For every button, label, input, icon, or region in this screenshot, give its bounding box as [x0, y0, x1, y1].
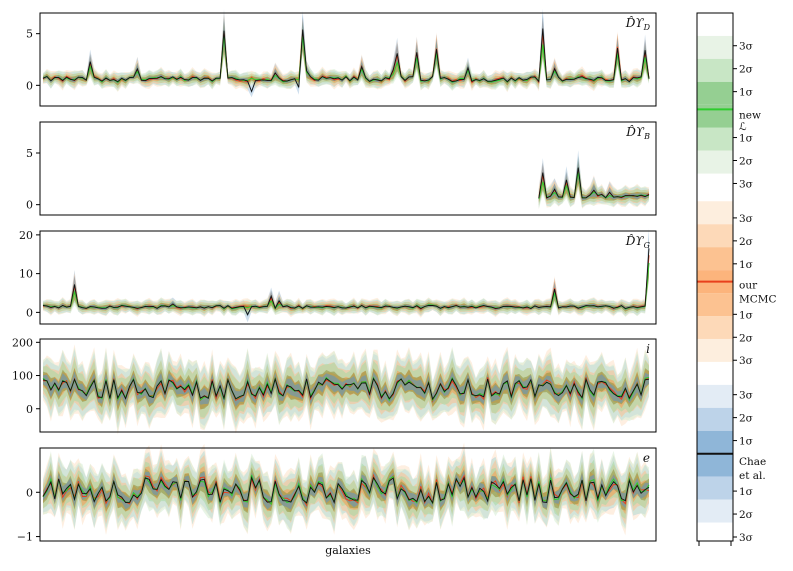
colorbar-segment: [697, 384, 733, 408]
colorbar-label: 2σ: [739, 509, 753, 521]
y-tick-label: 20: [19, 229, 33, 242]
x-axis-label: galaxies: [325, 544, 371, 557]
colorbar-label: new: [739, 110, 761, 122]
panel-label: e: [643, 451, 650, 465]
colorbar-label: 1σ: [739, 436, 753, 448]
colorbar-label: Chae: [739, 456, 766, 468]
new-1sigma-band: [538, 161, 649, 203]
panel-frame: [39, 12, 657, 107]
colorbar: 3σ2σ1σnewℒ1σ2σ3σ3σ2σ1σourMCMC1σ2σ3σ3σ2σ1…: [696, 12, 777, 546]
y-tick-label: 0: [26, 486, 33, 499]
y-tick-label: 10: [19, 268, 33, 281]
colorbar-label: 1σ: [739, 259, 753, 271]
colorbar-segment: [697, 201, 733, 225]
colorbar-segment: [697, 407, 733, 431]
colorbar-segment: [697, 127, 733, 151]
colorbar-segment: [697, 499, 733, 523]
colorbar-label: 3σ: [739, 390, 753, 402]
colorbar-label: ℒ: [739, 121, 747, 133]
colorbar-label: 3σ: [739, 355, 753, 367]
panel-label: D̂ϒD: [625, 15, 651, 32]
panel-2: 0 5 D̂ϒB: [26, 121, 657, 216]
colorbar-label: 2σ: [739, 156, 753, 168]
y-tick-label: 0: [26, 306, 33, 319]
panel-5: −1 0 e: [17, 442, 657, 544]
colorbar-segment: [697, 476, 733, 500]
panel-3: 0 10 20 D̂ϒG: [19, 228, 657, 325]
colorbar-segment: [697, 104, 733, 128]
y-tick-label: 200: [12, 336, 33, 349]
colorbar-segment: [697, 316, 733, 339]
panel-1: 0 5 D̂ϒD: [26, 8, 657, 107]
y-tick-label: 5: [26, 147, 33, 160]
colorbar-segment: [697, 224, 733, 248]
panel-frame: [39, 447, 657, 542]
chae-series-line: [42, 248, 650, 316]
colorbar-segment: [697, 58, 733, 82]
colorbar-segment: [697, 338, 733, 362]
colorbar-segment: [697, 522, 733, 541]
colorbar-label: 2σ: [739, 64, 753, 76]
chae-series-line: [42, 377, 650, 401]
panel-frame: [39, 338, 657, 433]
colorbar-segment: [697, 247, 733, 271]
colorbar-segment: [697, 361, 733, 385]
colorbar-label: et al.: [739, 470, 766, 482]
colorbar-label: 3σ: [739, 41, 753, 53]
chae-1sigma-band: [43, 371, 649, 407]
y-tick-label: 0: [26, 79, 33, 92]
colorbar-frame: [696, 12, 734, 542]
colorbar-segment: [697, 35, 733, 59]
colorbar-segment: [697, 430, 733, 454]
new-1sigma-band: [43, 466, 649, 514]
colorbar-segment: [697, 81, 733, 105]
colorbar-label: 3σ: [739, 178, 753, 190]
colorbar-label: MCMC: [739, 293, 777, 305]
colorbar-label: 1σ: [739, 87, 753, 99]
y-tick-label: 5: [26, 28, 33, 41]
y-tick-label: 100: [12, 370, 33, 383]
colorbar-segment: [697, 173, 733, 202]
panels-group: 0 5 D̂ϒD 0 5 D̂ϒB 0 10 20 D̂ϒG 0 100 200 i −1 0 e: [12, 8, 657, 544]
panel-label: i: [646, 342, 650, 356]
panel-4: 0 100 200 i: [12, 336, 657, 435]
colorbar-label: 2σ: [739, 413, 753, 425]
panel-frame: [39, 121, 657, 216]
colorbar-segment: [697, 293, 733, 317]
colorbar-segment: [697, 453, 733, 477]
colorbar-label: 1σ: [739, 309, 753, 321]
colorbar-segment: [697, 13, 733, 36]
colorbar-label: 3σ: [739, 532, 753, 544]
panel-label: D̂ϒG: [625, 233, 651, 250]
chae-series-line: [42, 475, 650, 505]
y-tick-label: −1: [17, 531, 33, 544]
colorbar-label: 2σ: [739, 332, 753, 344]
panel-frame: [39, 230, 657, 325]
colorbar-label: 1σ: [739, 486, 753, 498]
colorbar-label: 1σ: [739, 133, 753, 145]
colorbar-label: 3σ: [739, 213, 753, 225]
y-tick-label: 0: [26, 403, 33, 416]
colorbar-label: our: [739, 279, 758, 291]
colorbar-label: 2σ: [739, 236, 753, 248]
chae-series-line: [538, 167, 650, 199]
chae-series-line: [42, 28, 650, 93]
y-tick-label: 0: [26, 199, 33, 212]
chae-1sigma-band: [43, 470, 649, 511]
panel-label: D̂ϒB: [625, 124, 650, 141]
colorbar-segment: [697, 150, 733, 174]
